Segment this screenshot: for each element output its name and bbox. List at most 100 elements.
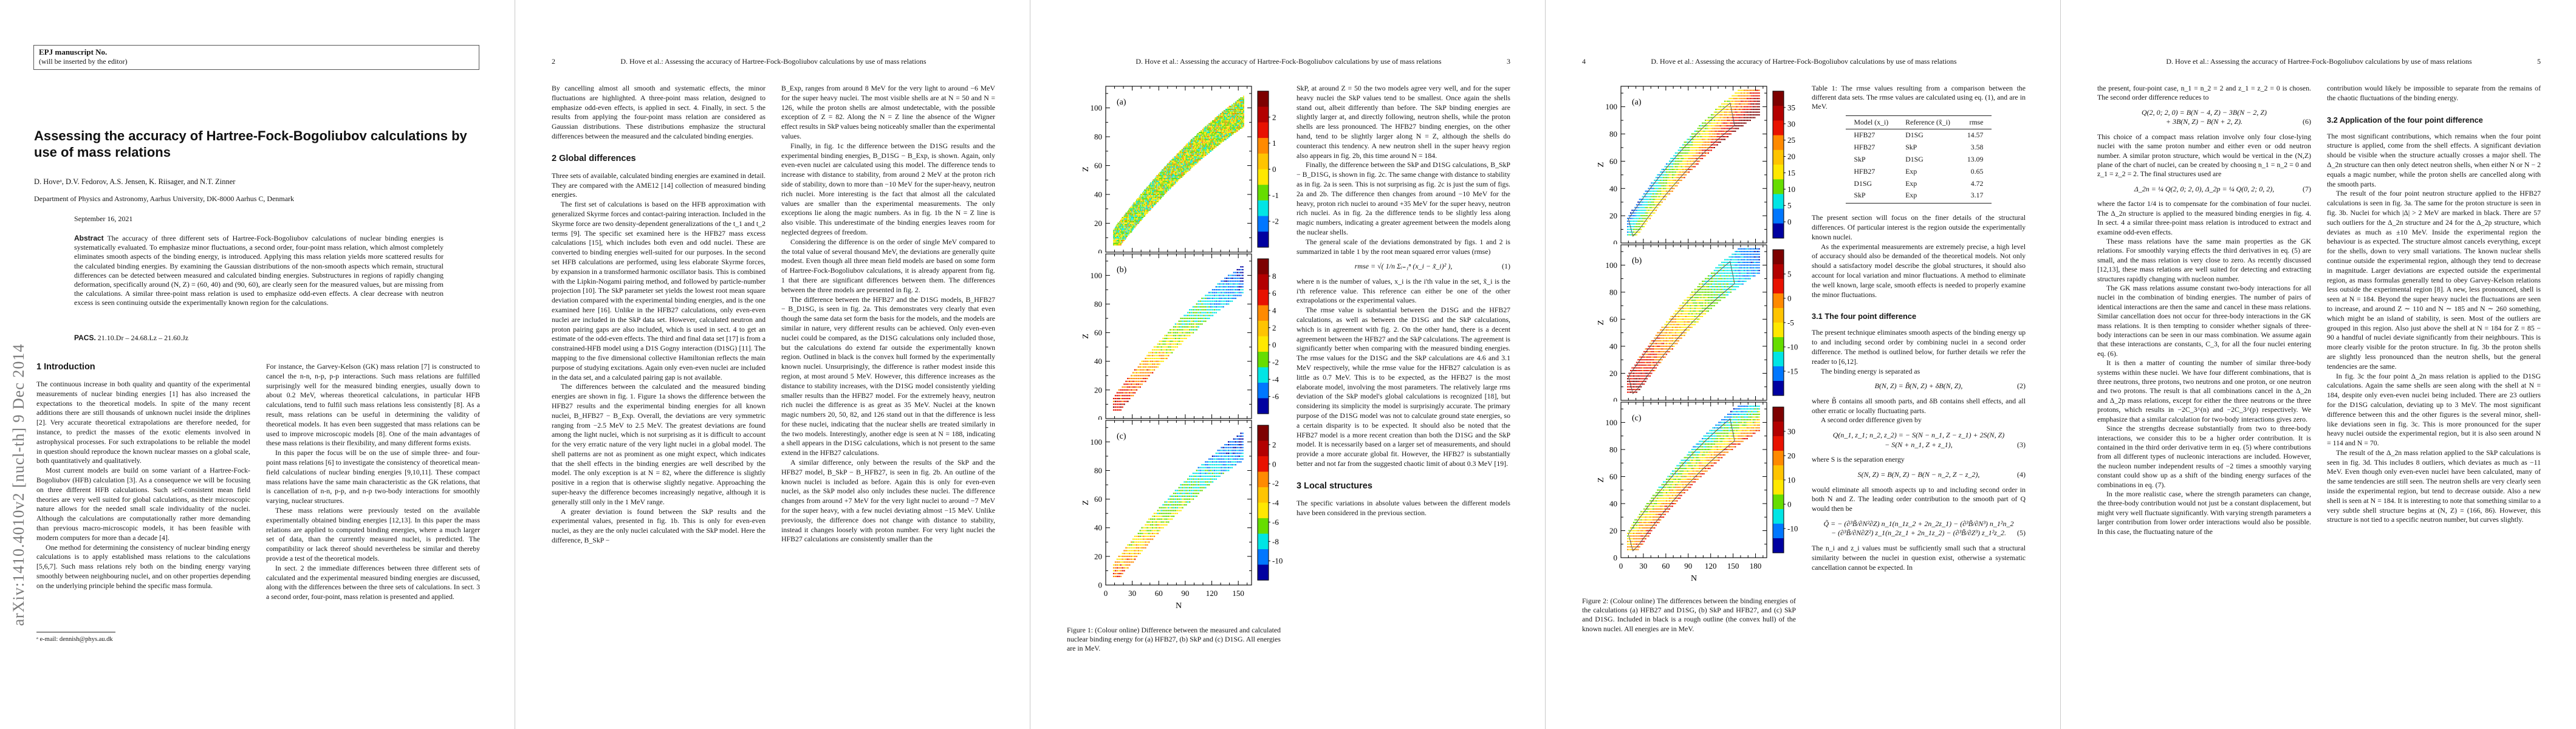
equation-5: Q̃ = − (∂³B̃/∂N²∂Z) n_1(n_1z_2 + 2n_2z_1… [1823,519,2026,538]
arxiv-watermark: arXiv:1410.4010v2 [nucl-th] 9 Dec 2014 [10,343,27,626]
svg-text:100: 100 [1091,437,1103,447]
table-row: D1SG Exp 4.72 [1854,179,1984,188]
svg-text:20: 20 [1094,385,1102,394]
page-5: D. Hove et al.: Assessing the accuracy o… [2061,0,2576,729]
paragraph: As the experimental measurements are ext… [1812,242,2026,299]
paragraph: The differences between the calculated a… [552,382,766,506]
table-header-row: Model (x_i) Reference (x̃_i) rmse [1845,115,1992,130]
affiliation-line: Department of Physics and Astronomy, Aar… [34,194,295,203]
running-head: 4 D. Hove et al.: Assessing the accuracy… [1582,57,2026,66]
pacs-codes: 21.10.Dr – 24.68.Lz – 21.60.Jz [97,334,189,342]
svg-text:1: 1 [1272,139,1276,148]
svg-text:30: 30 [1128,589,1136,598]
svg-text:-6: -6 [1272,518,1279,527]
running-title: D. Hove et al.: Assessing the accuracy o… [2166,57,2472,66]
svg-text:2: 2 [1272,323,1276,332]
equation-4: S(N, Z) = B(N, Z) − B(N − n_2, Z − z_2),… [1857,470,2026,479]
table-row: HFB27 D1SG 14.57 [1854,131,1984,140]
paragraph: A similar difference, only between the r… [781,458,995,544]
paragraph: The rmse value is substantial between th… [1297,306,1510,468]
paragraph: contribution would likely be impossible … [2327,84,2541,102]
paragraph: These mass relations were previously tes… [266,505,480,563]
svg-text:2: 2 [1272,112,1276,122]
paragraph: Considering the difference is on the ord… [781,237,995,294]
section-3-1-heading: 3.1 The four point difference [1812,312,1917,321]
svg-text:(a): (a) [1117,98,1126,107]
table-1-caption: Table 1: The rmse values resulting from … [1812,84,2026,111]
paragraph: The n_i and z_i values must be sufficien… [1812,543,2026,572]
date-line: September 16, 2021 [74,214,133,223]
svg-text:8: 8 [1272,272,1276,281]
paragraph: It is then a matter of counting the numb… [2097,358,2311,423]
paragraph: This choice of a compact mass relation i… [2097,132,2311,179]
svg-text:120: 120 [1206,589,1218,598]
page-number: 5 [2537,57,2541,66]
page-1: arXiv:1410.4010v2 [nucl-th] 9 Dec 2014 E… [0,0,515,729]
figure-2-heatmap: 0 20 40 60 80 100 Z (a) 35 30 25 20 15 10 5 0 0 20 40 60 80 1… [1597,85,1810,587]
abstract-block: Abstract The accuracy of three different… [74,234,444,308]
paragraph: The present section will focus on the fi… [1812,213,2026,241]
svg-text:(c): (c) [1117,432,1126,441]
paragraph: The specific variations in absolute valu… [1297,498,1510,517]
paragraph: The result of the Δ_2n mass relation app… [2327,448,2541,524]
running-title: D. Hove et al.: Assessing the accuracy o… [620,57,927,66]
paragraph: where B̃ contains all smooth parts, and … [1812,396,2026,415]
running-head: 2 D. Hove et al.: Assessing the accuracy… [552,57,995,66]
table-row: SkP D1SG 13.09 [1854,155,1984,163]
paragraph: The difference between the HFB27 and the… [781,295,995,457]
email-footnote: ᵃ e-mail: dennish@phys.au.dk [36,636,113,643]
section-1-heading: 1 Introduction [36,362,95,372]
section-3-heading: 3 Local structures [1297,481,1372,491]
svg-text:-4: -4 [1272,498,1279,507]
paragraph: Since the strengths decrease substantial… [2097,424,2311,489]
svg-text:80: 80 [1094,466,1102,475]
page-number: 3 [1507,57,1510,66]
page5-column-left: the present, four-point case, n_1 = n_2 … [2097,84,2311,661]
paragraph: Finally, the difference between the SkP … [1297,160,1510,236]
figure-1-caption: Figure 1: (Colour online) Difference bet… [1067,626,1281,653]
page-4: 4 D. Hove et al.: Assessing the accuracy… [1546,0,2061,729]
pacs-label: PACS. [74,334,96,342]
paragraph: One method for determining the consisten… [36,542,250,590]
svg-text:-8: -8 [1272,537,1279,546]
paragraph: In the more realistic case, where the st… [2097,489,2311,536]
figure-2-caption: Figure 2: (Colour online) The difference… [1582,597,1796,633]
running-head: D. Hove et al.: Assessing the accuracy o… [2097,57,2541,66]
svg-text:-2: -2 [1272,217,1279,226]
epj-box-line1: EPJ manuscript No. [39,47,108,56]
page5-column-right: contribution would likely be impossible … [2327,84,2541,661]
equation-3: Q(n_1, z_1; n_2, z_2) = − S(N − n_1, Z −… [1832,431,2026,449]
col-header-model: Model (x_i) [1845,115,1897,130]
svg-text:-1: -1 [1272,191,1279,200]
equation-6: Q(2, 0; 2, 0) = B(N − 4, Z) − 3B(N − 2, … [2141,108,2311,126]
svg-text:-4: -4 [1272,375,1279,384]
table-1: Model (x_i) Reference (x̃_i) rmse HFB27 D… [1845,115,1992,204]
paragraph: would eliminate all smooth aspects up to… [1812,485,2026,513]
svg-text:-6: -6 [1272,392,1279,401]
paragraph: The GK mass relations assume constant tw… [2097,284,2311,358]
svg-text:40: 40 [1094,190,1102,199]
col-header-rmse: rmse [1958,115,1992,130]
svg-text:0: 0 [1272,165,1276,174]
equation-number: (1) [1502,262,1510,271]
page4-column-right: Table 1: The rmse values resulting from … [1812,84,2026,661]
abstract-text: The accuracy of three different sets of … [74,234,444,307]
svg-text:40: 40 [1094,523,1102,532]
svg-text:20: 20 [1094,219,1102,228]
table-row: HFB27 SkP 3.58 [1854,143,1984,152]
paragraph: For instance, the Garvey-Kelson (GK) mas… [266,362,480,448]
svg-text:-2: -2 [1272,358,1279,367]
svg-text:(b): (b) [1117,265,1127,275]
svg-text:60: 60 [1094,328,1102,337]
svg-text:0: 0 [1272,459,1276,468]
paragraph: Three sets of available, calculated bind… [552,171,766,199]
authors-line: D. Hoveᵃ, D.V. Fedorov, A.S. Jensen, K. … [34,177,236,186]
paragraph: In fig. 3c the four point Δ_2n mass rela… [2327,371,2541,448]
paragraph: A second order difference given by [1821,416,1922,425]
paragraph: Most current models are build on some va… [36,466,250,542]
